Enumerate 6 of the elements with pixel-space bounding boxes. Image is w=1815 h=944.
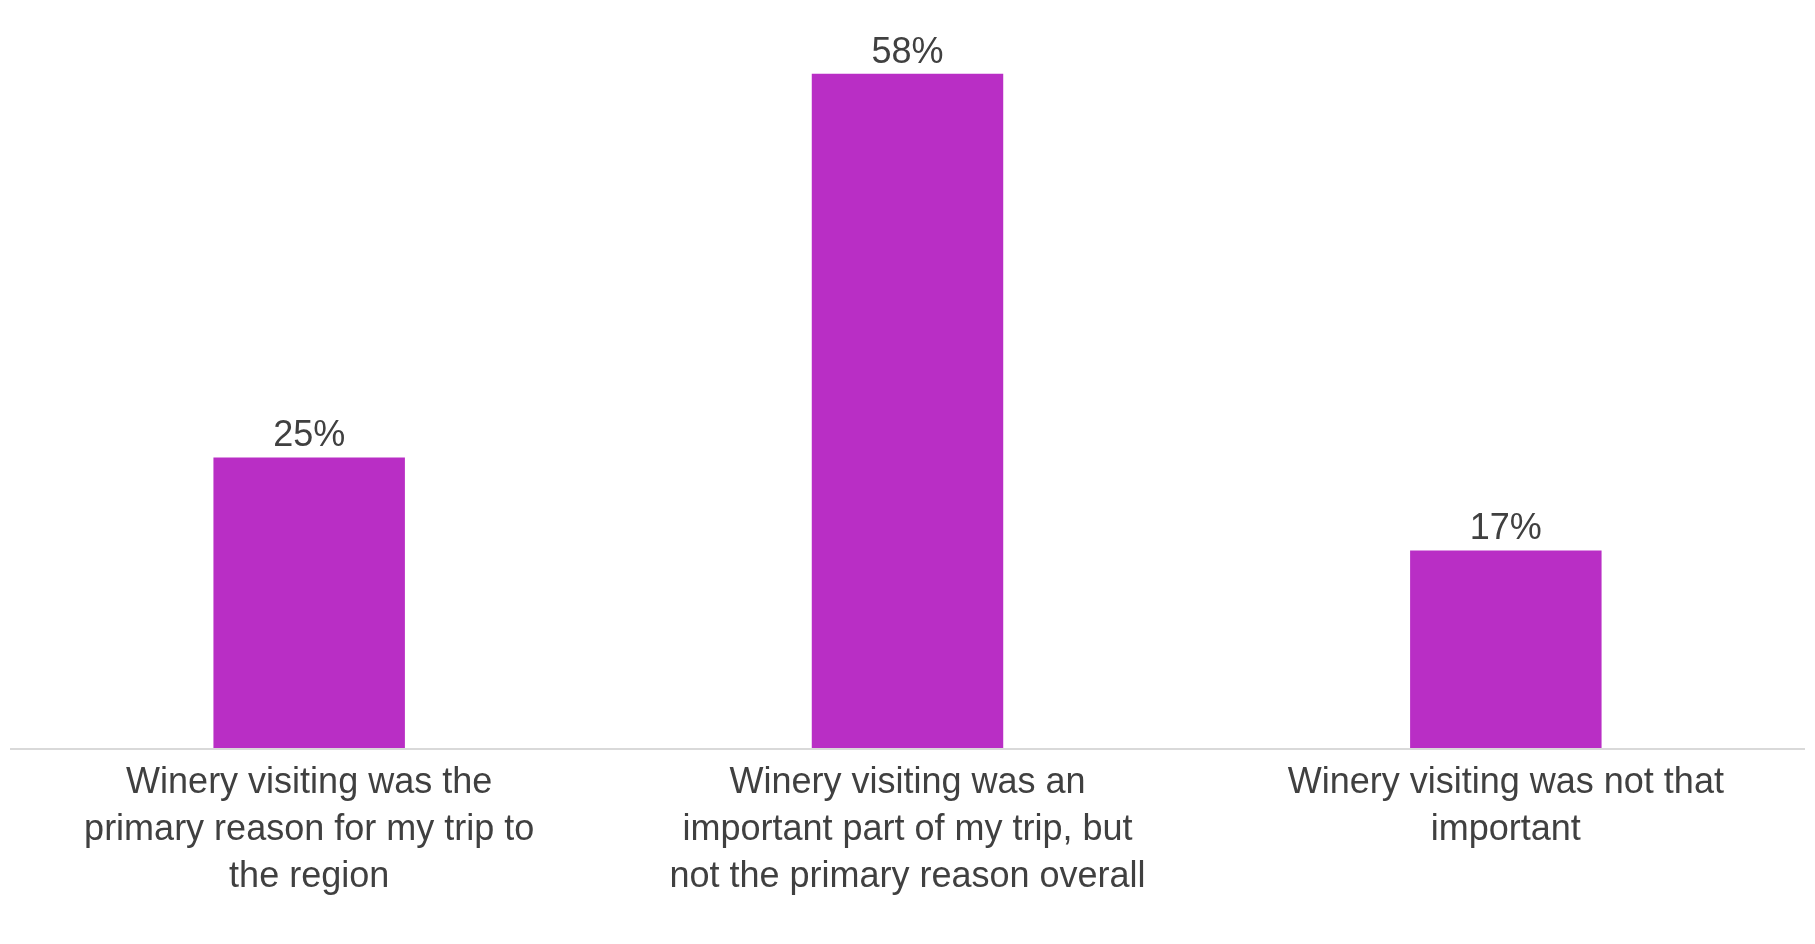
x-tick-label: Winery visiting was the primary reason for my trip to the region bbox=[84, 760, 535, 895]
data-label: 58% bbox=[871, 29, 944, 71]
x-tick-label: Winery visiting was an important part of my trip, but not the primary reason overall bbox=[669, 760, 1146, 895]
data-label: 25% bbox=[273, 413, 346, 455]
data-label: 17% bbox=[1469, 506, 1542, 548]
x-tick-label: Winery visiting was not that important bbox=[1287, 760, 1724, 848]
